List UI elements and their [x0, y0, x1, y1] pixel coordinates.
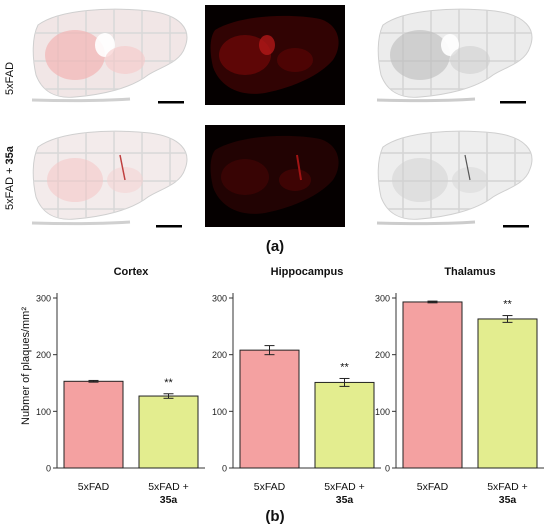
hippocampus-category-label: 5xFAD	[254, 481, 286, 493]
thalamus-bar	[477, 318, 538, 469]
thalamus-tick-label: 0	[385, 464, 390, 474]
thalamus-tick-label: 300	[375, 294, 390, 304]
brain-section-red-5xfad-35a	[31, 130, 188, 228]
cortex-tick-label: 300	[36, 294, 51, 304]
hippocampus-significance: **	[340, 361, 349, 373]
row-label-5xfad: 5xFAD	[4, 61, 16, 95]
hippocampus-category-label: 35a	[336, 494, 354, 505]
cortex-category-label: 5xFAD +	[148, 481, 189, 493]
row-label-5xfad-35a: 5xFAD + 35a	[4, 146, 16, 210]
panel-b-caption: (b)	[265, 508, 285, 525]
thalamus-tick-label: 100	[375, 407, 390, 417]
cortex-tick-label: 100	[36, 407, 51, 417]
hippocampus-bar	[239, 349, 300, 469]
hippocampus-tick-label: 200	[212, 350, 227, 360]
cortex-category-label: 35a	[160, 494, 178, 505]
brain-section-fluorescence-5xfad	[205, 5, 345, 105]
cortex-tick-label: 200	[36, 350, 51, 360]
cortex-category-label: 5xFAD	[78, 481, 110, 493]
thalamus-bar	[402, 301, 463, 469]
hippocampus-tick-label: 300	[212, 294, 227, 304]
brain-section-gray-5xfad	[376, 8, 533, 104]
thalamus-category-label: 35a	[499, 494, 517, 505]
cortex-bar	[63, 380, 124, 469]
hippocampus-category-label: 5xFAD +	[324, 481, 365, 493]
brain-section-gray-5xfad-35a	[376, 130, 533, 228]
hippocampus-title: Hippocampus	[271, 266, 344, 278]
panel-a-caption: (a)	[265, 238, 285, 255]
thalamus-significance: **	[503, 299, 512, 311]
cortex-significance: **	[164, 377, 173, 389]
hippocampus-tick-label: 0	[222, 464, 227, 474]
thalamus-category-label: 5xFAD	[417, 481, 449, 493]
cortex-title: Cortex	[114, 266, 150, 278]
brain-section-fluorescence-5xfad-35a	[205, 125, 345, 227]
cortex-bar	[138, 395, 199, 469]
hippocampus-tick-label: 100	[212, 407, 227, 417]
cortex-tick-label: 0	[46, 464, 51, 474]
brain-section-red-5xfad	[31, 8, 188, 104]
hippocampus-bar	[314, 381, 375, 469]
thalamus-category-label: 5xFAD +	[487, 481, 528, 493]
thalamus-tick-label: 200	[375, 350, 390, 360]
thalamus-title: Thalamus	[444, 266, 495, 278]
